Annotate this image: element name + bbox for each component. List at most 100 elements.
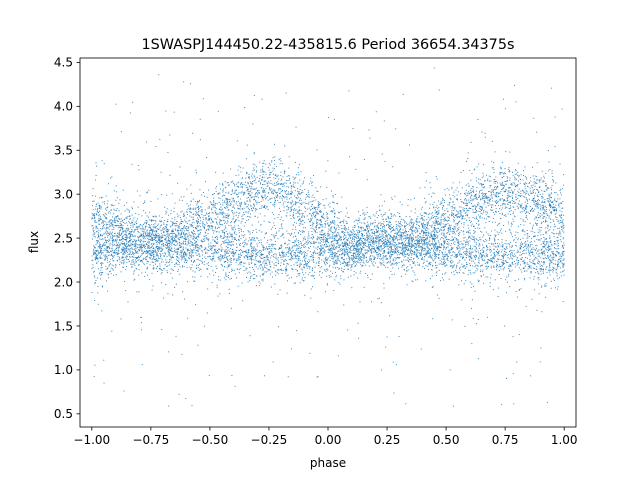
data-point: [360, 270, 362, 272]
data-point: [238, 243, 240, 245]
data-point: [560, 222, 562, 224]
data-point: [169, 235, 171, 237]
data-point: [420, 239, 422, 241]
data-point: [278, 187, 280, 189]
data-point: [287, 251, 289, 253]
data-point: [384, 255, 386, 257]
data-point: [542, 246, 544, 248]
data-point: [299, 247, 301, 249]
data-point: [469, 236, 471, 238]
data-point: [290, 190, 292, 192]
data-point: [423, 241, 425, 243]
data-point: [412, 239, 414, 241]
data-point: [426, 237, 428, 239]
data-point: [530, 271, 532, 273]
data-point: [340, 211, 342, 213]
data-point: [426, 213, 428, 215]
data-point: [118, 244, 120, 246]
data-point: [380, 264, 382, 266]
data-point: [214, 250, 216, 252]
data-point: [499, 192, 501, 194]
data-point: [449, 261, 451, 263]
data-point: [422, 235, 424, 237]
data-point: [471, 223, 473, 225]
data-point: [185, 217, 187, 219]
data-point: [329, 259, 331, 261]
data-point: [184, 241, 186, 243]
data-point: [103, 254, 105, 256]
data-point: [165, 253, 167, 255]
data-point: [155, 242, 157, 243]
data-point: [319, 242, 321, 244]
data-point: [532, 211, 534, 213]
data-point: [274, 189, 276, 191]
data-point: [389, 228, 391, 230]
data-point: [224, 181, 226, 183]
data-point: [409, 264, 411, 266]
data-point: [410, 240, 412, 242]
data-point: [222, 249, 224, 251]
data-point: [437, 213, 439, 215]
data-point: [160, 240, 162, 242]
data-point: [268, 248, 270, 250]
data-point: [144, 246, 146, 248]
data-point: [533, 268, 535, 270]
data-point: [383, 231, 385, 233]
data-point: [258, 177, 260, 179]
data-point: [92, 225, 94, 227]
data-point: [521, 211, 523, 213]
data-point: [227, 247, 229, 249]
data-point: [285, 92, 287, 94]
data-point: [545, 242, 547, 244]
data-point: [293, 181, 295, 183]
data-point: [215, 242, 217, 244]
data-point: [177, 251, 179, 253]
data-point: [142, 238, 144, 240]
data-point: [223, 258, 225, 260]
data-point: [407, 234, 409, 236]
data-point: [436, 230, 438, 232]
data-point: [478, 281, 480, 283]
data-point: [484, 195, 486, 197]
data-point: [138, 257, 140, 259]
data-point: [263, 176, 265, 178]
data-point: [127, 251, 129, 253]
data-point: [145, 258, 147, 260]
data-point: [185, 226, 187, 228]
data-point: [410, 226, 412, 228]
data-point: [329, 250, 331, 252]
data-point: [101, 251, 103, 253]
data-point: [135, 246, 136, 248]
data-point: [133, 256, 135, 258]
data-point: [186, 244, 188, 246]
data-point: [408, 244, 410, 246]
data-point: [259, 230, 261, 232]
data-point: [285, 215, 287, 217]
data-point: [444, 235, 446, 237]
data-point: [441, 214, 443, 216]
data-point: [276, 182, 278, 184]
data-point: [512, 213, 514, 215]
data-point: [496, 254, 498, 256]
data-point: [174, 223, 176, 225]
data-point: [212, 230, 214, 232]
data-point: [265, 256, 267, 258]
data-point: [343, 304, 345, 306]
data-point: [353, 224, 355, 226]
data-point: [268, 188, 270, 190]
data-point: [109, 233, 111, 235]
data-point: [334, 271, 336, 273]
data-point: [282, 176, 284, 178]
data-point: [398, 226, 400, 228]
data-point: [253, 205, 255, 207]
data-point: [484, 227, 486, 229]
data-point: [496, 258, 498, 260]
data-point: [239, 235, 241, 237]
data-point: [419, 187, 421, 189]
data-point: [430, 262, 432, 264]
data-point: [256, 231, 258, 233]
data-point: [383, 237, 385, 239]
data-point: [352, 256, 354, 258]
data-point: [380, 239, 382, 241]
data-point: [115, 240, 117, 242]
